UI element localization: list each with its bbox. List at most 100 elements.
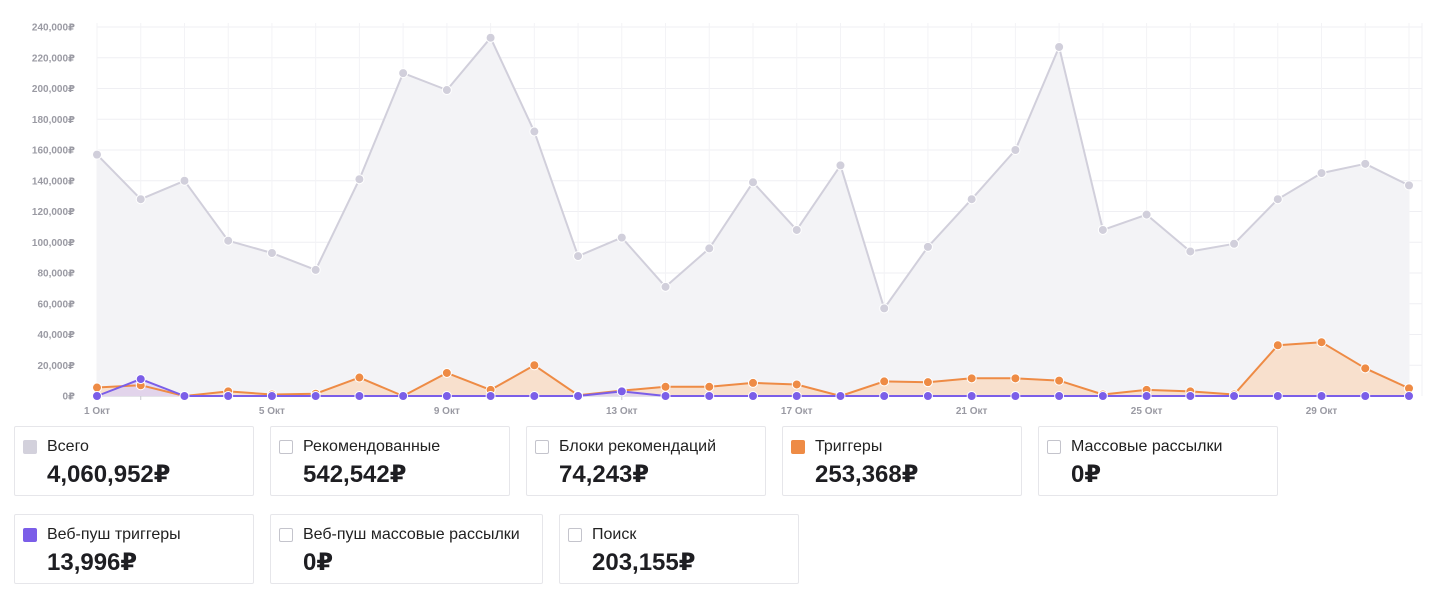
x-tick-label: 9 Окт	[434, 406, 460, 417]
data-point	[748, 377, 758, 388]
y-tick-label: 40,000₽	[37, 330, 75, 341]
data-point	[1054, 375, 1065, 386]
data-point	[179, 175, 190, 186]
legend-value: 4,060,952₽	[47, 461, 171, 488]
legend-label: Рекомендованные	[303, 438, 441, 455]
legend-card-webpush-triggers[interactable]: Веб-пуш триггеры 13,996₽	[14, 514, 254, 584]
checkbox-triggers[interactable]	[791, 440, 805, 454]
checkbox-webpush-mass[interactable]	[279, 528, 293, 542]
data-point	[573, 391, 584, 401]
legend-label: Поиск	[592, 526, 637, 543]
x-axis: 1 Окт 5 Окт 9 Окт 13 Окт 17 Окт 21 Окт 25 Окт 2…	[84, 395, 1410, 417]
x-tick-label: 1 Окт	[84, 406, 110, 417]
series-layer	[92, 32, 1414, 401]
data-point	[966, 373, 977, 384]
legend-card-mass-mailings[interactable]: Массовые рассылки 0₽	[1038, 426, 1278, 496]
y-tick-label: 60,000₽	[37, 299, 75, 310]
data-point	[1185, 391, 1196, 401]
checkbox-webpush-triggers[interactable]	[23, 528, 37, 542]
data-point	[441, 85, 452, 96]
data-point	[1272, 340, 1283, 351]
legend-value: 0₽	[1071, 461, 1102, 488]
legend-label: Блоки рекомендаций	[559, 438, 716, 455]
data-point	[660, 381, 671, 392]
y-tick-label: 160,000₽	[32, 146, 75, 157]
data-point	[879, 376, 890, 387]
legend-value: 13,996₽	[47, 549, 138, 576]
data-point	[1316, 168, 1327, 179]
data-point	[616, 386, 627, 397]
data-point	[441, 391, 452, 401]
checkbox-recommended[interactable]	[279, 440, 293, 454]
data-point	[1054, 391, 1065, 401]
legend-card-webpush-mass[interactable]: Веб-пуш массовые рассылки 0₽	[270, 514, 543, 584]
data-point	[1141, 391, 1152, 401]
y-tick-label: 100,000₽	[32, 238, 75, 249]
legend-card-triggers[interactable]: Триггеры 253,368₽	[782, 426, 1022, 496]
data-point	[135, 374, 146, 385]
data-point	[485, 391, 496, 401]
x-tick-label: 5 Окт	[259, 406, 285, 417]
data-point	[529, 126, 540, 137]
data-point	[573, 251, 584, 262]
data-point	[1141, 209, 1152, 220]
y-tick-label: 200,000₽	[32, 84, 75, 95]
checkbox-mass-mailings[interactable]	[1047, 440, 1061, 454]
y-tick-label: 120,000₽	[32, 207, 75, 218]
legend-card-rec-blocks[interactable]: Блоки рекомендаций 74,243₽	[526, 426, 766, 496]
data-point	[135, 194, 146, 205]
data-point	[310, 391, 321, 401]
data-point	[92, 382, 102, 393]
data-point	[748, 391, 758, 401]
data-point	[266, 248, 277, 259]
data-point	[485, 32, 496, 43]
data-point	[529, 391, 540, 401]
y-tick-label: 0₽	[62, 392, 75, 403]
data-point	[1272, 391, 1283, 401]
data-point	[922, 391, 933, 401]
data-point	[660, 391, 671, 401]
data-point	[922, 377, 933, 388]
x-tick-label: 29 Окт	[1306, 406, 1338, 417]
legend-card-recommended[interactable]: Рекомендованные 542,542₽	[270, 426, 510, 496]
data-point	[223, 391, 234, 401]
data-point	[1010, 145, 1021, 155]
legend-label: Веб-пуш массовые рассылки	[303, 526, 520, 543]
data-point	[92, 149, 102, 160]
x-tick-label: 17 Окт	[781, 406, 813, 417]
data-point	[354, 372, 365, 383]
data-point	[879, 391, 890, 401]
checkbox-total[interactable]	[23, 440, 37, 454]
data-point	[1360, 363, 1371, 374]
x-tick-label: 13 Окт	[606, 406, 638, 417]
data-point	[704, 243, 715, 254]
legend-card-search[interactable]: Поиск 203,155₽	[559, 514, 799, 584]
legend-value: 0₽	[303, 549, 334, 576]
legend-value: 253,368₽	[815, 461, 919, 488]
series-area	[97, 37, 1409, 397]
y-tick-label: 180,000₽	[32, 115, 75, 126]
data-point	[922, 241, 933, 252]
data-point	[1097, 224, 1108, 235]
data-point	[748, 177, 758, 188]
checkbox-rec-blocks[interactable]	[535, 440, 549, 454]
checkbox-search[interactable]	[568, 528, 582, 542]
data-point	[1010, 391, 1021, 401]
data-point	[398, 68, 409, 79]
legend-value: 542,542₽	[303, 461, 407, 488]
y-tick-label: 220,000₽	[32, 53, 75, 64]
data-point	[1054, 41, 1065, 52]
data-point	[791, 224, 802, 235]
data-point	[1229, 391, 1240, 401]
x-tick-label: 25 Окт	[1131, 406, 1163, 417]
legend-card-total[interactable]: Всего 4,060,952₽	[14, 426, 254, 496]
data-point	[791, 391, 802, 401]
y-tick-label: 240,000₽	[32, 23, 75, 34]
data-point	[791, 379, 802, 390]
legend-value: 74,243₽	[559, 461, 650, 488]
legend-label: Массовые рассылки	[1071, 438, 1223, 455]
data-point	[966, 194, 977, 205]
y-tick-label: 140,000₽	[32, 176, 75, 187]
data-point	[223, 235, 234, 246]
